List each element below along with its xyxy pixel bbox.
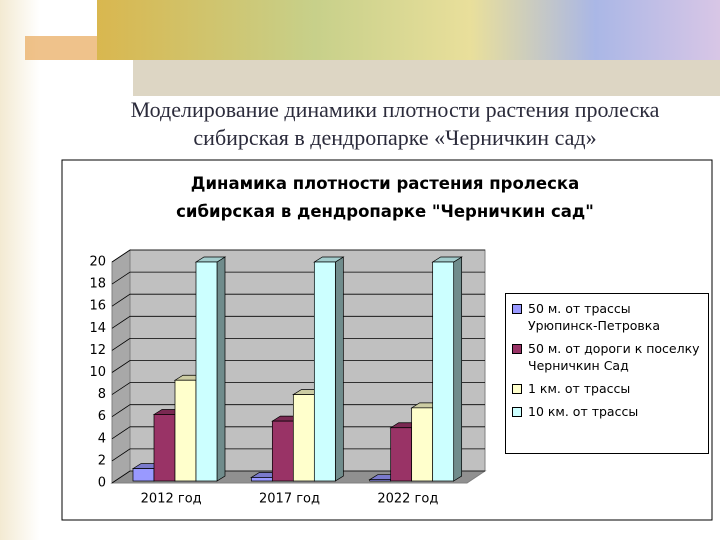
- x-tick-label: 2017 год: [259, 492, 320, 507]
- grid-line: [111, 404, 485, 418]
- bar: [313, 261, 336, 482]
- grid-line: [111, 382, 485, 395]
- y-tick-label: 12: [89, 343, 106, 358]
- bar: [250, 477, 273, 482]
- bar: [390, 427, 413, 482]
- legend-swatch: [512, 304, 522, 314]
- y-tick-label: 10: [89, 365, 106, 380]
- slide-title: Моделирование динамики плотности растени…: [130, 97, 660, 150]
- legend-item: 50 м. от трассы Урюпинск-Петровка: [512, 300, 702, 334]
- y-tick-label: 20: [89, 255, 106, 270]
- legend-label: 10 км. от трассы: [528, 404, 639, 419]
- y-tick-label: 4: [98, 431, 106, 446]
- legend-swatch: [512, 344, 522, 354]
- grid-line: [111, 337, 485, 351]
- y-tick-label: 6: [98, 409, 106, 424]
- y-tick-label: 14: [89, 321, 106, 336]
- banner-shadow: [133, 60, 720, 96]
- grid-line: [111, 293, 485, 307]
- grid-line: [111, 448, 485, 462]
- y-tick-label: 18: [89, 277, 106, 292]
- legend-item: 10 км. от трассы: [512, 403, 702, 420]
- grid-line: [111, 360, 485, 373]
- legend-swatch: [512, 384, 522, 394]
- bar: [271, 420, 294, 482]
- legend-label: 50 м. от трассы Урюпинск-Петровка: [528, 301, 661, 333]
- chart-title: Динамика плотности растения пролеска сиб…: [176, 174, 594, 221]
- legend-label: 1 км. от трассы: [528, 381, 631, 396]
- legend-label: 50 м. от дороги к поселку Черничкин Сад: [528, 341, 700, 373]
- bar: [153, 414, 176, 482]
- bar: [195, 261, 218, 482]
- bar: [432, 261, 455, 482]
- x-tick-label: 2022 год: [377, 492, 438, 507]
- y-tick-label: 16: [89, 299, 106, 314]
- grid-line: [111, 426, 485, 440]
- y-tick-label: 0: [98, 476, 106, 491]
- bar-side: [453, 256, 463, 482]
- bar: [292, 394, 315, 482]
- grid-line: [111, 249, 485, 263]
- legend-item: 50 м. от дороги к поселку Черничкин Сад: [512, 340, 702, 374]
- bar: [411, 407, 434, 482]
- y-tick-label: 2: [98, 453, 106, 468]
- bar: [174, 379, 197, 482]
- legend-swatch: [512, 407, 522, 417]
- grid-line: [111, 315, 485, 329]
- bar-side: [216, 256, 226, 482]
- bar: [369, 479, 392, 482]
- bar-side: [334, 256, 344, 482]
- bar: [132, 468, 155, 482]
- x-tick-label: 2012 год: [141, 492, 202, 507]
- grid-line: [111, 271, 485, 285]
- grid-line: [111, 470, 485, 484]
- plot: 0 2 4 6 8 10 12 14 16 18 20 2012 год 2017 год 2022 го…: [89, 249, 487, 507]
- legend-item: 1 км. от трассы: [512, 380, 702, 397]
- side-strip: [0, 0, 40, 540]
- legend: 50 м. от трассы Урюпинск-Петровка 50 м. о…: [505, 293, 709, 454]
- y-tick-label: 8: [98, 387, 106, 402]
- banner: [97, 0, 720, 60]
